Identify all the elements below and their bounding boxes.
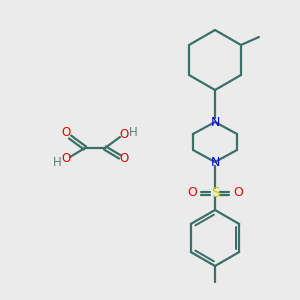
Text: H: H [52, 155, 62, 169]
Text: H: H [129, 125, 137, 139]
Text: N: N [210, 116, 220, 128]
Text: O: O [61, 127, 70, 140]
Text: N: N [210, 155, 220, 169]
Text: O: O [187, 187, 197, 200]
Text: O: O [61, 152, 70, 166]
Text: S: S [211, 186, 219, 200]
Text: O: O [119, 152, 129, 166]
Text: O: O [233, 187, 243, 200]
Text: O: O [119, 128, 129, 142]
